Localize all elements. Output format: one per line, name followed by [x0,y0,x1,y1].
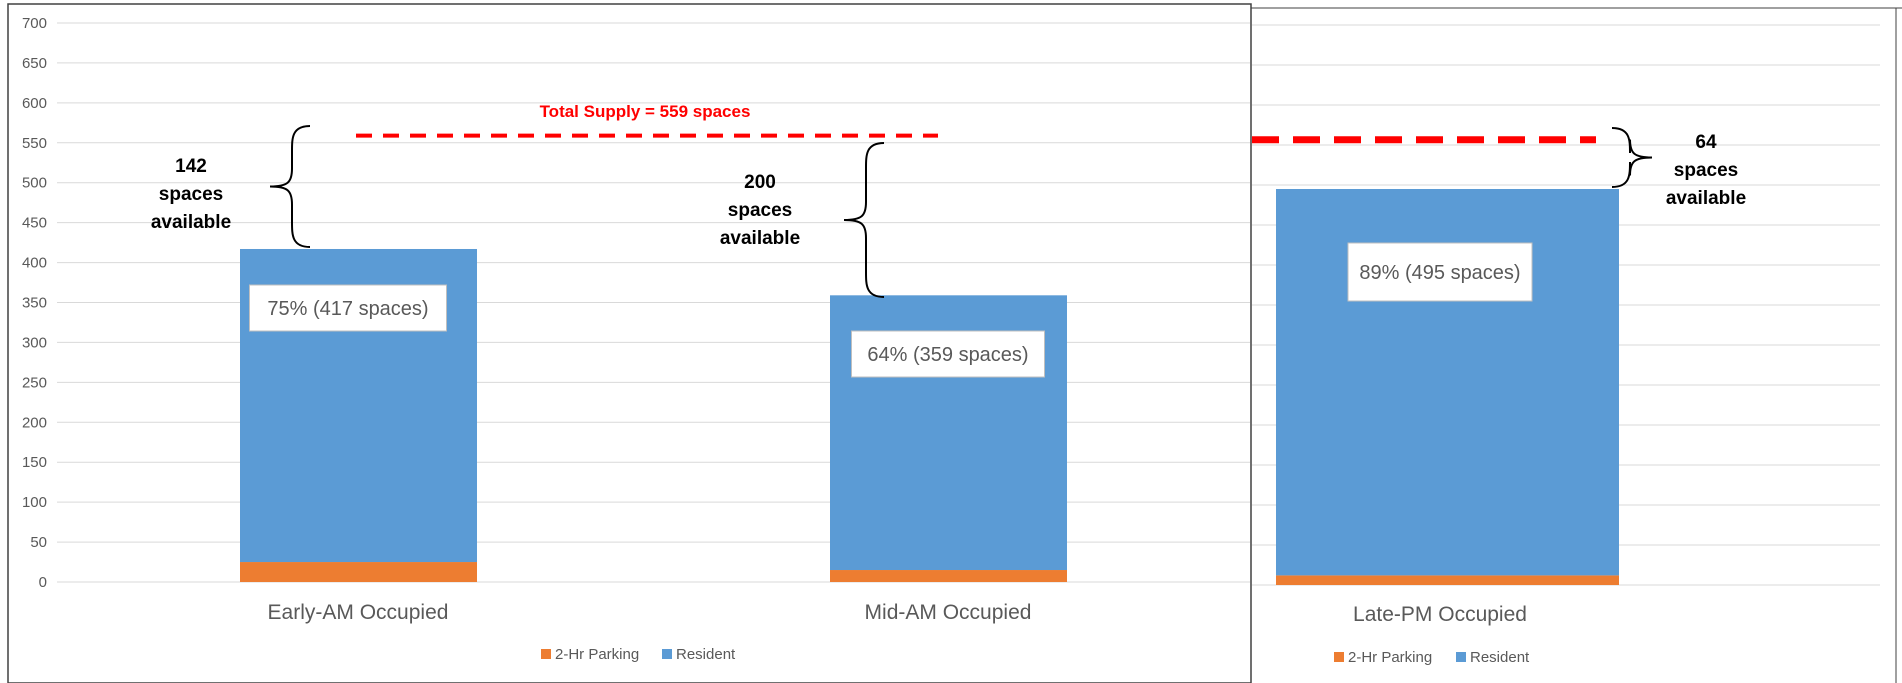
brace-early-am [269,125,311,248]
left-panel-frame [7,3,1252,683]
bars: 75% (417 spaces) 64% (359 spaces) 89% (495… [240,189,1619,585]
brace-late-pm [1611,127,1653,188]
available-annotation-early: 142 spaces available [151,156,231,233]
legend-label-2hr: 2-Hr Parking [1348,649,1432,666]
legend-swatch-resident [662,649,672,659]
y-tick-label: 700 [22,15,47,32]
data-label: 64% (359 spaces) [867,344,1028,366]
legend-right: 2-Hr Parking Resident [1334,649,1530,666]
category-label-late-pm: Late-PM Occupied [1353,603,1527,626]
available-number: 200 [744,172,776,193]
bar-segment-2hr-parking [1276,575,1619,585]
y-tick-label: 600 [22,95,47,112]
legend-swatch-resident [1456,652,1466,662]
data-label: 75% (417 spaces) [267,298,428,320]
y-tick-label: 350 [22,295,47,312]
y-tick-label: 150 [22,454,47,471]
available-line2: spaces [159,184,223,205]
y-tick-label: 450 [22,215,47,232]
category-label-mid-am: Mid-AM Occupied [865,601,1032,624]
brace-mid-am [843,142,885,298]
total-supply-label: Total Supply = 559 spaces [540,102,751,121]
data-label-box [1347,242,1533,302]
legend-swatch-2hr [541,649,551,659]
available-annotation-mid: 200 spaces available [720,172,800,249]
supply-lines [356,133,1596,144]
available-line3: available [151,212,231,233]
legend-label-resident: Resident [676,646,736,663]
y-tick-label: 250 [22,374,47,391]
available-line3: available [720,228,800,249]
y-axis-ticks: 0 50 100 150 200 250 300 350 400 450 500 550 600 650 7… [22,15,47,591]
available-line3: available [1666,188,1746,209]
y-tick-label: 200 [22,414,47,431]
y-tick-label: 50 [30,534,47,551]
data-label-box [249,284,447,332]
availability-braces [269,125,1653,298]
y-tick-label: 650 [22,55,47,72]
available-line2: spaces [1674,160,1738,181]
available-annotation-late: 64 spaces available [1666,132,1746,209]
bar-segment-2hr-parking [240,562,477,582]
available-number: 64 [1695,132,1717,153]
data-label: 89% (495 spaces) [1359,262,1520,284]
y-tick-label: 100 [22,494,47,511]
legend-label-resident: Resident [1470,649,1530,666]
available-number: 142 [175,156,207,177]
y-tick-label: 0 [39,574,47,591]
available-line2: spaces [728,200,792,221]
y-tick-label: 500 [22,175,47,192]
legend-label-2hr: 2-Hr Parking [555,646,639,663]
y-tick-label: 300 [22,334,47,351]
data-label-box [851,330,1045,378]
legend-left: 2-Hr Parking Resident [541,646,736,663]
category-label-early-am: Early-AM Occupied [268,601,449,624]
y-tick-label: 550 [22,135,47,152]
y-tick-label: 400 [22,255,47,272]
bar-segment-2hr-parking [830,570,1067,582]
legend-swatch-2hr [1334,652,1344,662]
